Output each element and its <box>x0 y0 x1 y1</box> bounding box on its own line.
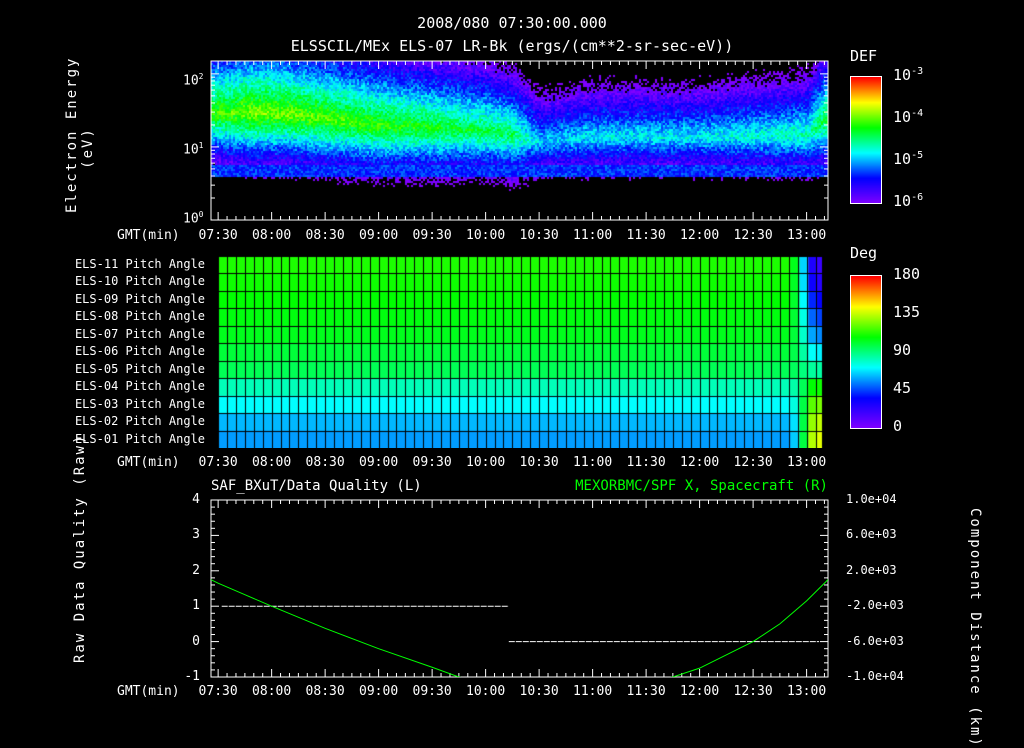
colorbar2-tick: 180 <box>893 265 921 283</box>
time-tick-label: 07:30 <box>198 228 238 243</box>
plot-datetime: 2008/080 07:30:00.000 <box>417 14 607 32</box>
panel3-title-right: MEXORBMC/SPF X, Spacecraft (R) <box>575 478 828 494</box>
time-tick-label: 12:00 <box>680 684 720 699</box>
time-tick-label: 10:00 <box>466 455 506 470</box>
time-tick-label: 08:00 <box>252 228 292 243</box>
time-tick-label: 09:30 <box>412 684 452 699</box>
ytick-label-right: -6.0e+03 <box>846 633 904 648</box>
time-tick-label: 11:30 <box>626 455 666 470</box>
colorbar2-label: Deg <box>850 244 878 262</box>
time-axis-label: GMT(min) <box>117 228 180 243</box>
panel1-title: ELSSCIL/MEx ELS-07 LR-Bk (ergs/(cm**2-sr… <box>290 37 734 55</box>
colorbar-def <box>850 76 882 204</box>
time-tick-label: 10:00 <box>466 228 506 243</box>
time-tick-label: 08:00 <box>252 455 292 470</box>
pitch-angle-row-label: ELS-08 Pitch Angle <box>74 309 205 324</box>
time-tick-label: 10:30 <box>519 684 559 699</box>
ytick-label-right: -1.0e+04 <box>846 669 904 683</box>
ytick-label-left: 3 <box>192 527 200 543</box>
time-tick-label: 12:00 <box>680 228 720 243</box>
ytick-1e0: 100 <box>183 210 204 227</box>
time-tick-label: 10:30 <box>519 455 559 470</box>
time-tick-label: 08:00 <box>252 684 292 699</box>
colorbar1-tick: 10-5 <box>893 150 924 168</box>
ytick-label-left: 0 <box>192 633 200 649</box>
time-tick-label: 11:30 <box>626 228 666 243</box>
time-tick-label: 12:30 <box>733 228 773 243</box>
time-tick-label: 08:30 <box>305 455 345 470</box>
panel3-ylabel-right: Component Distance (km) <box>967 508 983 748</box>
panel1-axes <box>210 60 829 678</box>
panel1-frame <box>210 60 829 221</box>
pitch-angle-row-label: ELS-01 Pitch Angle <box>74 431 205 446</box>
ytick-label-left: 1 <box>192 598 200 614</box>
time-tick-label: 11:00 <box>573 455 613 470</box>
time-tick-label: 12:30 <box>733 684 773 699</box>
ytick-label-right: 1.0e+04 <box>846 492 897 506</box>
pitch-angle-row-label: ELS-10 Pitch Angle <box>74 274 205 289</box>
ytick-label-right: 6.0e+03 <box>846 527 897 542</box>
panel3-ylabel-left: Raw Data Quality (Raw) <box>72 433 88 663</box>
time-tick-label: 13:00 <box>787 455 827 470</box>
time-tick-label: 07:30 <box>198 684 238 699</box>
time-tick-label: 10:30 <box>519 228 559 243</box>
time-tick-label: 13:00 <box>787 684 827 699</box>
pitch-angle-heatmap <box>211 256 828 448</box>
time-tick-label: 08:30 <box>305 228 345 243</box>
time-tick-label: 13:00 <box>787 228 827 243</box>
time-tick-label: 07:30 <box>198 455 238 470</box>
time-tick-label: 09:00 <box>359 455 399 470</box>
panel3-title-left: SAF_BXuT/Data Quality (L) <box>211 478 422 494</box>
pitch-angle-row-label: ELS-02 Pitch Angle <box>74 414 205 429</box>
ytick-label-left: 2 <box>192 562 200 578</box>
time-tick-label: 11:00 <box>573 684 613 699</box>
colorbar2-tick: 135 <box>893 303 921 321</box>
time-tick-label: 09:30 <box>412 228 452 243</box>
pitch-angle-row-label: ELS-05 Pitch Angle <box>74 361 205 376</box>
ytick-label-left: -1 <box>184 669 200 684</box>
time-tick-label: 09:30 <box>412 455 452 470</box>
time-tick-label: 12:00 <box>680 455 720 470</box>
colorbar-deg <box>850 275 882 429</box>
time-axis-label: GMT(min) <box>117 455 180 470</box>
time-axis-label: GMT(min) <box>117 684 180 699</box>
colorbar2-tick: 45 <box>893 379 912 397</box>
colorbar2-tick: 90 <box>893 341 912 359</box>
ytick-1e1: 101 <box>183 141 204 158</box>
ytick-label-left: 4 <box>192 492 200 507</box>
pitch-angle-row-label: ELS-09 Pitch Angle <box>74 291 205 306</box>
electron-energy-spectrogram <box>211 61 828 220</box>
ytick-label-right: 2.0e+03 <box>846 562 897 577</box>
pitch-angle-row-label: ELS-04 Pitch Angle <box>74 379 205 394</box>
panel3-frame <box>210 499 829 678</box>
time-tick-label: 11:30 <box>626 684 666 699</box>
colorbar1-label: DEF <box>850 47 878 65</box>
pitch-angle-row-label: ELS-03 Pitch Angle <box>74 396 205 411</box>
colorbar1-tick: 10-4 <box>893 108 924 126</box>
pitch-angle-row-label: ELS-07 Pitch Angle <box>74 326 205 341</box>
spf-x-line <box>211 579 828 677</box>
pitch-angle-row-label: ELS-06 Pitch Angle <box>74 344 205 359</box>
colorbar1-tick: 10-3 <box>893 66 924 84</box>
time-tick-label: 08:30 <box>305 684 345 699</box>
ytick-label-right: -2.0e+03 <box>846 598 904 613</box>
pitch-angle-row-label: ELS-11 Pitch Angle <box>74 257 205 271</box>
time-tick-label: 10:00 <box>466 684 506 699</box>
time-tick-label: 09:00 <box>359 684 399 699</box>
time-tick-label: 11:00 <box>573 228 613 243</box>
colorbar2-tick: 0 <box>893 417 903 435</box>
time-tick-label: 09:00 <box>359 228 399 243</box>
ytick-1e2: 102 <box>183 72 204 89</box>
colorbar1-tick: 10-6 <box>893 192 924 210</box>
time-tick-label: 12:30 <box>733 455 773 470</box>
